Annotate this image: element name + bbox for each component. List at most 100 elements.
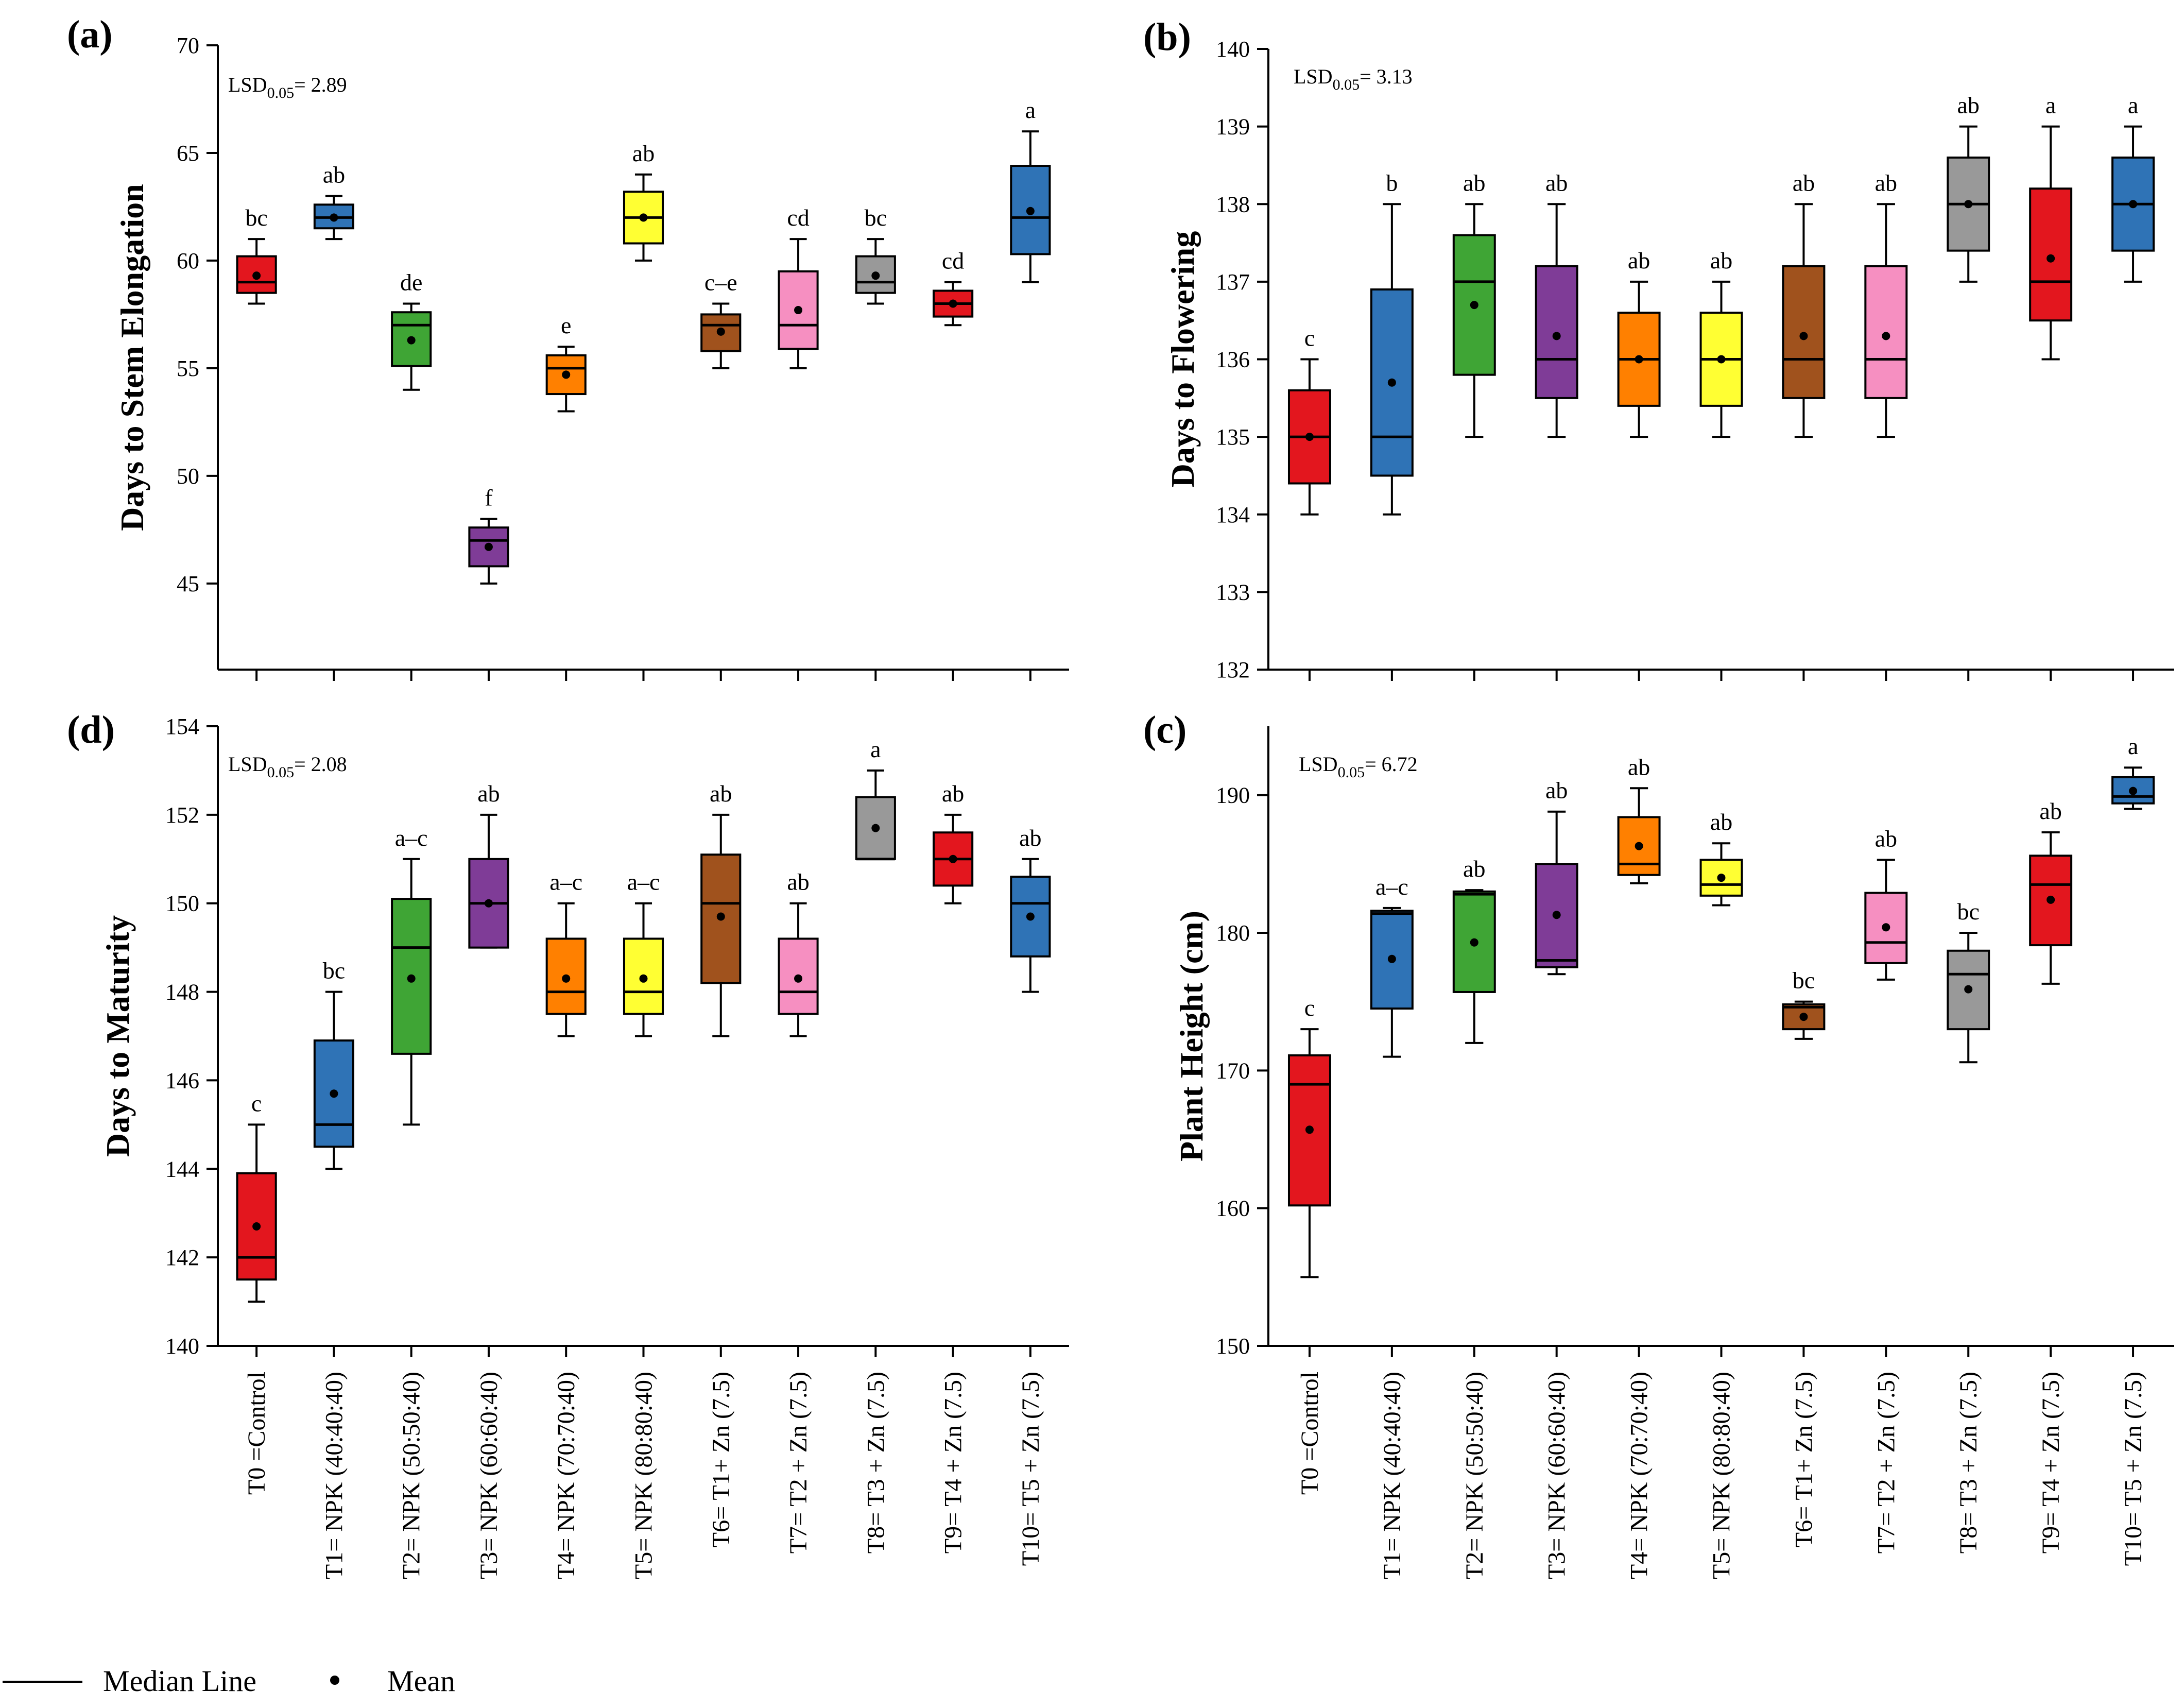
box-7: ab [1864, 825, 1908, 981]
x-category-label: T8= T3 + Zn (7.5) [1955, 1372, 1982, 1553]
box-3: f [468, 484, 509, 585]
legend-mean-label: Mean [387, 1664, 455, 1698]
y-axis-title: Days to Stem Elongation [114, 184, 150, 531]
lsd-annotation: LSD0.05= 6.72 [1299, 753, 1418, 781]
box-9: ab [933, 780, 974, 904]
x-category-label: T0 =Control [243, 1372, 270, 1495]
x-category-label: T4= NPK (70:70:40) [1626, 1372, 1653, 1579]
box-0: bc [236, 204, 277, 305]
box-1: a–c [1370, 874, 1414, 1058]
significance-letter: a [1025, 97, 1036, 123]
x-category-label: T4= NPK (70:70:40) [553, 1372, 580, 1579]
box-10: ab [1010, 825, 1051, 993]
mean-point [1635, 842, 1643, 850]
box-4: ab [1617, 247, 1661, 438]
mean-point [252, 1222, 261, 1231]
legend: Median Line Mean [3, 1664, 455, 1698]
y-tick-label: 140 [1216, 37, 1250, 62]
significance-letter: a–c [1375, 874, 1408, 900]
box-3: ab [1535, 777, 1578, 976]
box-4: e [545, 312, 587, 413]
significance-letter: ab [1545, 777, 1568, 804]
y-tick-label: 154 [165, 714, 199, 739]
x-category-label: T5= NPK (80:80:40) [1708, 1372, 1735, 1579]
y-tick-label: 150 [165, 891, 199, 916]
significance-letter: ab [477, 780, 500, 807]
box-10: a [2111, 92, 2155, 283]
mean-point [1799, 1013, 1808, 1021]
y-tick-label: 135 [1216, 424, 1250, 450]
mean-point [1387, 954, 1396, 963]
y-tick-label: 55 [177, 356, 199, 381]
mean-point [1387, 378, 1396, 387]
x-category-label: T6= T1+ Zn (7.5) [1790, 1372, 1817, 1547]
mean-point [1305, 1125, 1314, 1134]
x-category-label: T1= NPK (40:40:40) [320, 1372, 348, 1579]
mean-point [252, 271, 261, 280]
significance-letter: ab [2039, 798, 2061, 824]
significance-letter: ab [942, 780, 964, 807]
significance-letter: a–c [395, 825, 428, 851]
box-6: c–e [700, 269, 742, 369]
significance-letter: ab [1793, 169, 1815, 196]
panel-b: 132 133 134 135 136 137 138 139 140 (b) LSD0.05= 3… [1143, 15, 2174, 682]
box-0: c [1287, 325, 1331, 516]
mean-point [1964, 200, 1973, 209]
box-7: ab [1864, 169, 1908, 438]
mean-point [2129, 200, 2138, 209]
box-1: bc [313, 958, 354, 1170]
y-tick-label: 152 [165, 802, 199, 828]
mean-point [330, 1089, 338, 1098]
box-7: ab [778, 869, 819, 1037]
box-5: ab [1699, 809, 1743, 907]
y-tick-label: 148 [165, 980, 199, 1005]
x-category-label: T10= T5 + Zn (7.5) [2120, 1372, 2147, 1566]
mean-point [871, 824, 880, 832]
mean-point [1026, 207, 1035, 215]
y-tick-label: 190 [1216, 783, 1250, 808]
y-tick-label: 137 [1216, 269, 1250, 295]
significance-letter: ab [1957, 92, 1980, 118]
y-tick-label: 138 [1216, 192, 1250, 217]
mean-point [1882, 332, 1890, 340]
mean-point [639, 974, 648, 983]
significance-letter: de [400, 269, 422, 296]
panel-a: 45 50 55 60 65 70 (a) LSD0.05= 2.89 Days to Stem… [67, 13, 1069, 681]
box-8: ab [1947, 92, 1990, 283]
significance-letter: bc [245, 204, 267, 231]
mean-point [1470, 301, 1478, 310]
y-tick-label: 50 [177, 464, 199, 489]
lsd-annotation: LSD0.05= 3.13 [1294, 65, 1413, 93]
mean-point [1717, 874, 1726, 882]
significance-letter: ab [632, 140, 655, 166]
significance-letter: ab [1628, 754, 1650, 780]
x-category-label: T8= T3 + Zn (7.5) [862, 1372, 889, 1553]
box-4: ab [1617, 754, 1661, 884]
x-category-label: T3= NPK (60:60:40) [1543, 1372, 1571, 1579]
y-tick-label: 139 [1216, 114, 1250, 140]
y-tick-label: 65 [177, 141, 199, 166]
mean-point [1635, 355, 1643, 364]
box-7: cd [778, 204, 819, 369]
mean-point [639, 213, 648, 222]
y-tick-label: 136 [1216, 347, 1250, 372]
significance-letter: cd [787, 204, 809, 231]
y-tick-label: 180 [1216, 920, 1250, 946]
legend-median-label: Median Line [103, 1664, 256, 1698]
y-tick-label: 170 [1216, 1058, 1250, 1083]
x-category-label: T6= T1+ Zn (7.5) [708, 1372, 735, 1547]
mean-point [1717, 355, 1726, 364]
mean-point [484, 542, 493, 551]
mean-point [1552, 911, 1561, 919]
significance-letter: a [2128, 92, 2138, 118]
significance-letter: ab [1710, 809, 1732, 835]
x-category-label: T2= NPK (50:50:40) [1461, 1372, 1488, 1579]
mean-point [2129, 787, 2138, 795]
mean-point [407, 336, 416, 345]
significance-letter: c [251, 1090, 262, 1116]
mean-point [1964, 985, 1973, 994]
mean-point [2047, 895, 2055, 904]
panel-label: (c) [1143, 708, 1186, 751]
significance-letter: c [1304, 995, 1315, 1021]
box-1: b [1370, 169, 1414, 516]
